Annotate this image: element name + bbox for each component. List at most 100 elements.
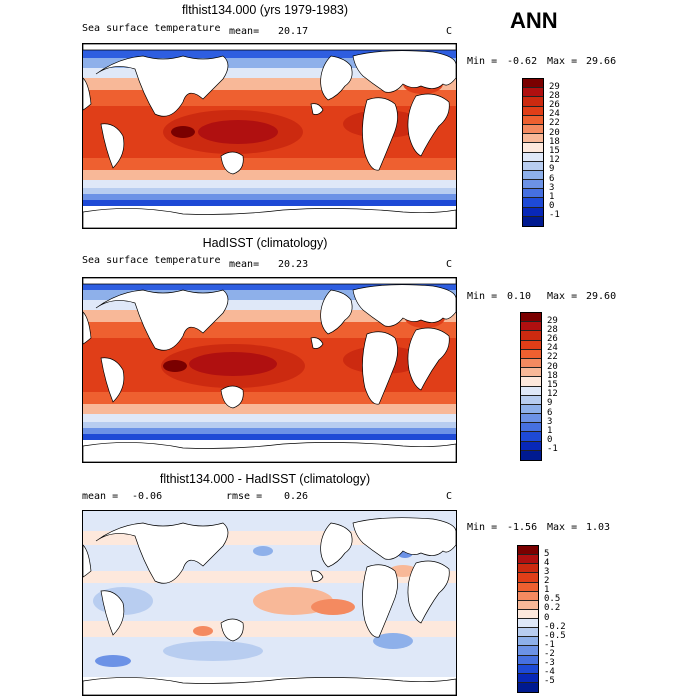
colorbar-swatch bbox=[523, 143, 543, 153]
colorbar-tick-label: 15 bbox=[547, 380, 558, 390]
colorbar-tick-label: 3 bbox=[547, 416, 553, 427]
colorbar-tick-label: -0.5 bbox=[544, 630, 566, 641]
colorbar-tick-label: 4 bbox=[544, 557, 550, 568]
colorbar-tick-label: 3 bbox=[549, 182, 555, 193]
colorbar-tick-label: -1 bbox=[544, 639, 555, 650]
colorbar-tick-label: 20 bbox=[549, 127, 560, 138]
panel-1-variable: Sea surface temperature bbox=[82, 23, 221, 34]
panel-2-mean-value: 20.23 bbox=[278, 259, 309, 270]
colorbar-swatch bbox=[521, 322, 541, 332]
colorbar-swatch bbox=[523, 152, 543, 162]
colorbar-tick-label: 9 bbox=[549, 164, 555, 175]
panel-1-mean-label: mean= bbox=[229, 26, 260, 37]
colorbar-tick-label: -3 bbox=[544, 658, 555, 669]
panel-3-max-value: 1.03 bbox=[586, 522, 611, 533]
colorbar-swatch bbox=[523, 97, 543, 107]
colorbar-swatch bbox=[521, 441, 541, 451]
panel-1-min-value: -0.62 bbox=[507, 56, 538, 67]
colorbar-tick-label: 18 bbox=[549, 136, 560, 147]
colorbar-swatch bbox=[521, 340, 541, 350]
colorbar-tick-label: 29 bbox=[549, 81, 560, 92]
panel-1-mean-value: 20.17 bbox=[278, 26, 309, 37]
colorbar-tick-label: 26 bbox=[547, 334, 558, 345]
colorbar-tick-label: -1 bbox=[547, 444, 558, 455]
colorbar-tick-label: -2 bbox=[544, 649, 555, 659]
colorbar-swatch bbox=[521, 423, 541, 433]
panel-3-rmse-label: rmse = bbox=[226, 491, 263, 502]
colorbar-swatch bbox=[521, 404, 541, 415]
colorbar-swatch bbox=[523, 216, 543, 226]
colorbar-tick-label: 1 bbox=[544, 585, 550, 596]
colorbar-swatch bbox=[518, 619, 538, 629]
panel-1-max-value: 29.66 bbox=[586, 56, 617, 67]
colorbar-swatch bbox=[523, 180, 543, 190]
colorbar-tick-label: 2 bbox=[544, 576, 550, 586]
colorbar-tick-label: 6 bbox=[549, 173, 555, 184]
panel-1-title: flthist134.000 (yrs 1979-1983) bbox=[181, 3, 349, 17]
colorbar-tick-label: 20 bbox=[547, 361, 558, 372]
colorbar-swatch bbox=[518, 628, 538, 638]
colorbar-swatch bbox=[521, 450, 541, 460]
colorbar-tick-label: 1 bbox=[547, 425, 553, 436]
colorbar-tick-label: -0.2 bbox=[544, 621, 566, 632]
panel-3-difference-field bbox=[83, 511, 456, 695]
colorbar-swatch bbox=[523, 79, 543, 89]
colorbar-swatch bbox=[523, 189, 543, 199]
colorbar-swatch bbox=[521, 395, 541, 405]
colorbar-swatch bbox=[518, 555, 538, 565]
colorbar-tick-label: 0 bbox=[547, 435, 553, 446]
panel-3-max-label: Max = bbox=[547, 522, 578, 533]
colorbar-swatch bbox=[518, 582, 538, 592]
panel-2-max-label: Max = bbox=[547, 291, 578, 302]
panel-1-colorbar bbox=[522, 78, 544, 227]
colorbar-swatch bbox=[521, 414, 541, 424]
colorbar-tick-label: 29 bbox=[547, 315, 558, 326]
colorbar-swatch bbox=[523, 134, 543, 144]
colorbar-tick-label: 12 bbox=[549, 155, 560, 166]
colorbar-swatch bbox=[518, 646, 538, 656]
colorbar-swatch bbox=[523, 161, 543, 171]
colorbar-tick-label: -4 bbox=[544, 667, 555, 678]
colorbar-swatch bbox=[523, 198, 543, 208]
colorbar-tick-label: 24 bbox=[549, 109, 560, 120]
colorbar-swatch bbox=[521, 358, 541, 369]
panel-1-max-label: Max = bbox=[547, 56, 578, 67]
colorbar-tick-label: 26 bbox=[549, 100, 560, 111]
colorbar-tick-label: 1 bbox=[549, 191, 555, 202]
colorbar-swatch bbox=[518, 564, 538, 574]
colorbar-tick-label: 3 bbox=[544, 566, 550, 577]
colorbar-tick-label: 22 bbox=[547, 352, 558, 363]
panel-3-units: C bbox=[446, 491, 453, 502]
colorbar-swatch bbox=[523, 115, 543, 125]
colorbar-swatch bbox=[523, 124, 543, 135]
colorbar-swatch bbox=[521, 331, 541, 341]
panel-2-sst-field bbox=[83, 278, 456, 462]
panel-2-max-value: 29.60 bbox=[586, 291, 617, 302]
colorbar-tick-label: 28 bbox=[549, 90, 560, 101]
colorbar-swatch bbox=[523, 88, 543, 98]
colorbar-swatch bbox=[518, 673, 538, 683]
colorbar-swatch bbox=[518, 664, 538, 674]
colorbar-swatch bbox=[523, 106, 543, 116]
season-label: ANN bbox=[510, 8, 558, 33]
colorbar-tick-label: 5 bbox=[544, 548, 550, 559]
panel-3-min-value: -1.56 bbox=[507, 522, 538, 533]
colorbar-tick-label: 0 bbox=[544, 612, 550, 623]
panel-2-min-label: Min = bbox=[467, 291, 498, 302]
panel-3-title: flthist134.000 - HadISST (climatology) bbox=[159, 472, 371, 486]
colorbar-swatch bbox=[518, 591, 538, 601]
panel-2-variable: Sea surface temperature bbox=[82, 255, 221, 266]
colorbar-tick-label: 9 bbox=[547, 398, 553, 409]
colorbar-swatch bbox=[521, 313, 541, 323]
colorbar-swatch bbox=[518, 546, 538, 556]
panel-3-map bbox=[82, 510, 457, 696]
panel-2-mean-label: mean= bbox=[229, 259, 260, 270]
colorbar-swatch bbox=[521, 368, 541, 378]
panel-1-min-label: Min = bbox=[467, 56, 498, 67]
panel-3-rmse-value: 0.26 bbox=[284, 491, 309, 502]
panel-2-title: HadISST (climatology) bbox=[202, 236, 328, 250]
panel-2-map bbox=[82, 277, 457, 463]
colorbar-swatch bbox=[518, 682, 538, 692]
colorbar-tick-label: 24 bbox=[547, 343, 558, 354]
panel-1-sst-field bbox=[83, 44, 456, 228]
